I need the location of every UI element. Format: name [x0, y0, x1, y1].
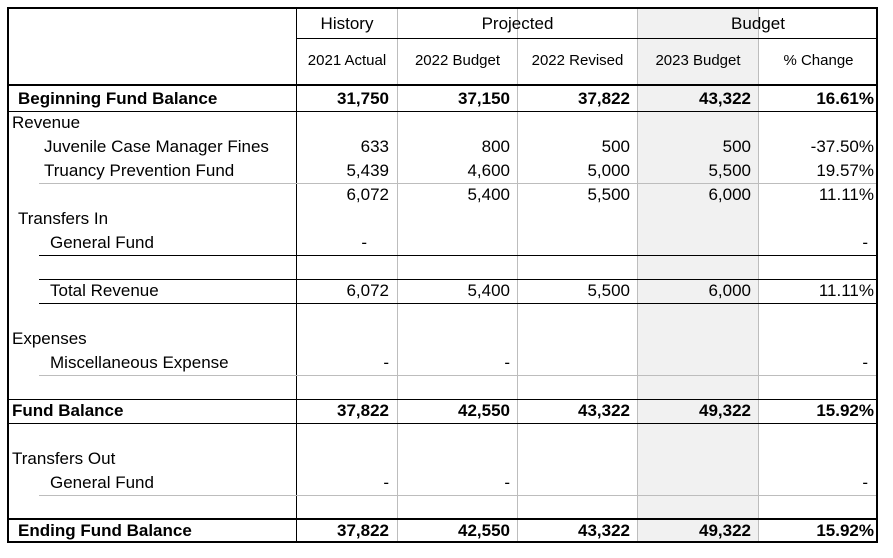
value-2022-budget: 4,600 [467, 161, 510, 180]
value-percent-change: -37.50% [810, 137, 874, 156]
row-label: Juvenile Case Manager Fines [44, 137, 269, 156]
row-expenses-heading: Expenses [9, 327, 876, 351]
row-label: Fund Balance [12, 401, 124, 420]
row-transfers-out-heading: Transfers Out [9, 447, 876, 471]
value-2022-budget: 5,400 [467, 185, 510, 204]
row-rule [39, 303, 876, 304]
row-label: General Fund [50, 473, 154, 492]
value-2021-actual: 633 [360, 137, 389, 156]
header-group-rule [296, 38, 876, 39]
fund-balance-table: History Projected Budget 2021 Actual 202… [7, 7, 878, 543]
value-2023-budget: 49,322 [699, 401, 751, 420]
value-percent-change: 15.92% [816, 521, 874, 540]
value-percent-change: - [862, 473, 868, 492]
value-2021-actual: 37,822 [337, 521, 389, 540]
column-header-percent-change: % Change [783, 52, 854, 69]
value-2023-budget: 5,500 [708, 161, 751, 180]
row-label: Revenue [12, 113, 81, 132]
value-percent-change: 19.57% [816, 161, 874, 180]
row-revenue-heading: Revenue [9, 111, 876, 135]
value-2022-budget: - [504, 353, 510, 372]
column-divider [517, 9, 518, 541]
value-2021-actual: 37,822 [337, 401, 389, 420]
row-rule [9, 111, 876, 112]
value-2022-revised: 5,500 [587, 185, 630, 204]
value-2022-budget: 42,550 [458, 521, 510, 540]
value-2022-revised: 500 [601, 137, 630, 156]
row-transfers-in-heading: Transfers In [9, 207, 876, 231]
row-juvenile-case-manager-fines: Juvenile Case Manager Fines 633 800 500 … [9, 135, 876, 159]
value-percent-change: - [862, 353, 868, 372]
row-rule [9, 399, 876, 400]
row-ending-fund-balance: Ending Fund Balance 37,822 42,550 43,322… [9, 519, 876, 543]
value-percent-change: - [862, 233, 868, 252]
column-divider [397, 9, 398, 541]
row-label: Truancy Prevention Fund [44, 161, 235, 180]
value-2021-actual: - [361, 233, 367, 252]
row-label: Total Revenue [50, 281, 159, 300]
value-2022-budget: 37,150 [458, 89, 510, 108]
value-2023-budget: 6,000 [708, 281, 751, 300]
value-percent-change: 11.11% [818, 281, 874, 300]
row-label: Transfers Out [12, 449, 116, 468]
value-percent-change: 16.61% [816, 89, 874, 108]
row-label: Miscellaneous Expense [50, 353, 229, 372]
row-total-revenue: Total Revenue 6,072 5,400 5,500 6,000 11… [9, 279, 876, 303]
value-2021-actual: 31,750 [337, 89, 389, 108]
budget-column-shading [637, 9, 758, 541]
row-label: Expenses [12, 329, 87, 348]
value-2022-budget: - [504, 473, 510, 492]
value-2022-revised: 37,822 [578, 89, 630, 108]
value-2023-budget: 6,000 [708, 185, 751, 204]
value-2022-revised: 43,322 [578, 521, 630, 540]
row-truancy-prevention-fund: Truancy Prevention Fund 5,439 4,600 5,00… [9, 159, 876, 183]
value-2021-actual: - [383, 473, 389, 492]
value-2022-budget: 5,400 [467, 281, 510, 300]
value-2021-actual: 6,072 [346, 281, 389, 300]
column-header-2021-actual: 2021 Actual [307, 52, 387, 69]
row-label: Transfers In [18, 209, 109, 228]
value-2022-revised: 5,000 [587, 161, 630, 180]
row-label: General Fund [50, 233, 154, 252]
row-label: Beginning Fund Balance [18, 89, 218, 108]
row-rule [9, 423, 876, 424]
group-header-projected: Projected [481, 14, 554, 33]
value-2023-budget: 43,322 [699, 89, 751, 108]
value-2022-revised: 5,500 [587, 281, 630, 300]
value-2022-budget: 800 [481, 137, 510, 156]
row-miscellaneous-expense: Miscellaneous Expense - - - [9, 351, 876, 375]
row-fund-balance: Fund Balance 37,822 42,550 43,322 49,322… [9, 399, 876, 423]
value-2021-actual: 6,072 [346, 185, 389, 204]
column-divider [637, 9, 638, 541]
value-2023-budget: 500 [722, 137, 751, 156]
row-rule [39, 279, 876, 280]
value-2022-budget: 42,550 [458, 401, 510, 420]
subtotal-rule [39, 183, 876, 184]
row-beginning-fund-balance: Beginning Fund Balance 31,750 37,150 37,… [9, 87, 876, 111]
value-2021-actual: 5,439 [346, 161, 389, 180]
value-2023-budget: 49,322 [699, 521, 751, 540]
value-2022-revised: 43,322 [578, 401, 630, 420]
row-rule [39, 495, 876, 496]
value-percent-change: 15.92% [816, 401, 874, 420]
row-rule [39, 255, 876, 256]
column-header-2023-budget: 2023 Budget [655, 52, 741, 69]
row-rule [9, 518, 876, 520]
value-percent-change: 11.11% [818, 185, 874, 204]
column-header-2022-revised: 2022 Revised [531, 52, 624, 69]
column-header-2022-budget: 2022 Budget [414, 52, 501, 69]
group-header-budget: Budget [731, 14, 785, 33]
row-rule [39, 375, 876, 376]
row-general-fund-in: General Fund - - [9, 231, 876, 255]
column-divider [758, 9, 759, 541]
row-revenue-subtotal: 6,072 5,400 5,500 6,000 11.11% [9, 183, 876, 207]
label-column-divider [296, 9, 297, 541]
header-bottom-rule [9, 84, 876, 86]
row-label: Ending Fund Balance [18, 521, 192, 540]
group-header-history: History [320, 14, 374, 33]
value-2021-actual: - [383, 353, 389, 372]
row-general-fund-out: General Fund - - - [9, 471, 876, 495]
